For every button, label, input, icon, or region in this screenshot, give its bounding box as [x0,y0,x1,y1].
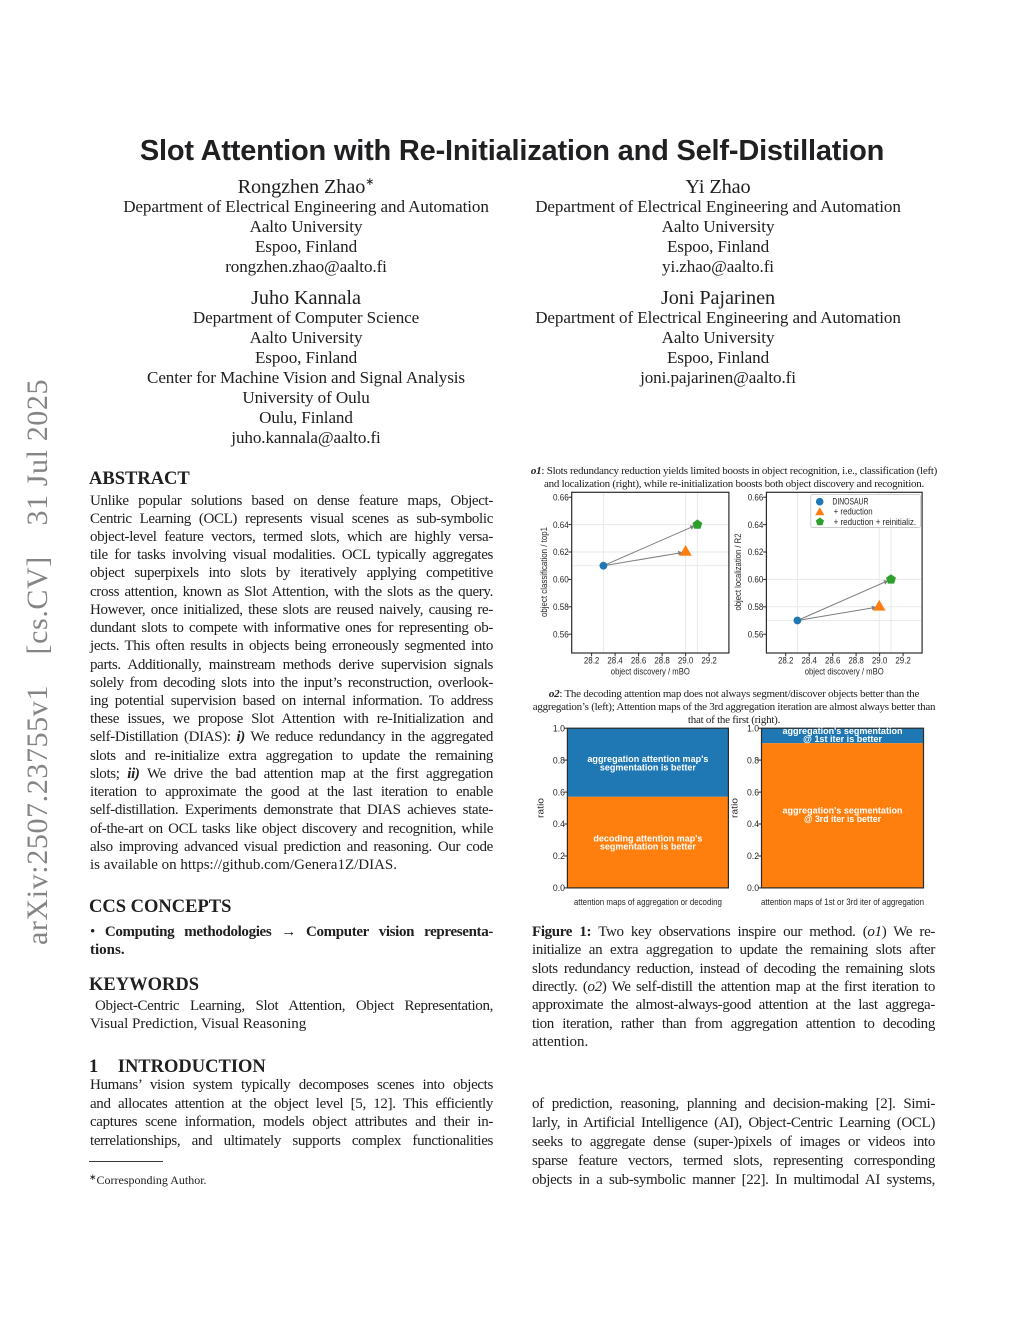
svg-text:+ reduction: + reduction [834,507,873,517]
svg-text:1.0: 1.0 [747,723,759,733]
svg-text:aggregation attention map's: aggregation attention map's [587,754,708,765]
svg-text:0.58: 0.58 [748,602,764,612]
svg-text:28.8: 28.8 [848,656,864,666]
svg-text:29.2: 29.2 [895,656,911,666]
svg-text:0.56: 0.56 [748,629,764,639]
svg-text:0.62: 0.62 [748,547,764,557]
svg-text:@ 1st iter is better: @ 1st iter is better [803,734,882,745]
svg-text:+ reduction + reinitializ.: + reduction + reinitializ. [834,517,917,527]
svg-text:DINOSAUR: DINOSAUR [832,497,868,507]
svg-text:28.4: 28.4 [607,656,623,666]
svg-text:aggregation's segmentation: aggregation's segmentation [783,726,903,737]
svg-text:29.2: 29.2 [701,656,717,666]
svg-text:0.64: 0.64 [748,520,764,530]
svg-text:0.66: 0.66 [553,492,569,502]
svg-text:aggregation's segmentation: aggregation's segmentation [783,805,903,816]
svg-text:@ 3rd iter is better: @ 3rd iter is better [804,814,881,825]
svg-text:0.56: 0.56 [553,629,569,639]
svg-text:0.2: 0.2 [553,851,565,861]
svg-text:1.0: 1.0 [553,723,565,733]
svg-text:segmentation is better: segmentation is better [600,842,696,853]
svg-text:0.58: 0.58 [553,602,569,612]
svg-text:28.2: 28.2 [778,656,794,666]
svg-text:0.64: 0.64 [553,520,569,530]
svg-text:decoding attention map's: decoding attention map's [593,834,702,845]
svg-text:0.8: 0.8 [747,755,759,765]
svg-text:28.6: 28.6 [631,656,647,666]
svg-text:29.0: 29.0 [678,656,694,666]
svg-text:0.62: 0.62 [553,547,569,557]
svg-text:object discovery / mBO: object discovery / mBO [805,666,884,676]
svg-text:0.2: 0.2 [747,851,759,861]
svg-text:28.2: 28.2 [584,656,600,666]
svg-text:28.8: 28.8 [654,656,670,666]
svg-text:ratio: ratio [730,798,740,818]
svg-text:attention maps of aggregation: attention maps of aggregation or decodin… [574,897,722,907]
svg-text:attention maps of 1st or 3rd i: attention maps of 1st or 3rd iter of agg… [761,897,924,907]
svg-text:0.4: 0.4 [747,819,759,829]
svg-text:0.66: 0.66 [748,492,764,502]
svg-text:segmentation is better: segmentation is better [600,762,696,773]
svg-text:object classification / top1: object classification / top1 [539,527,549,617]
svg-text:0.4: 0.4 [553,819,565,829]
svg-text:object discovery / mBO: object discovery / mBO [611,666,690,676]
svg-text:0.60: 0.60 [748,575,764,585]
svg-text:0.60: 0.60 [553,575,569,585]
svg-text:0.6: 0.6 [553,787,565,797]
svg-text:0.6: 0.6 [747,787,759,797]
svg-text:0.8: 0.8 [553,755,565,765]
svg-text:28.4: 28.4 [801,656,817,666]
svg-text:0.0: 0.0 [553,883,565,893]
svg-text:ratio: ratio [536,798,546,818]
svg-text:29.0: 29.0 [872,656,888,666]
svg-text:object localization / R2: object localization / R2 [733,534,743,611]
svg-text:0.0: 0.0 [747,883,759,893]
svg-text:28.6: 28.6 [825,656,841,666]
